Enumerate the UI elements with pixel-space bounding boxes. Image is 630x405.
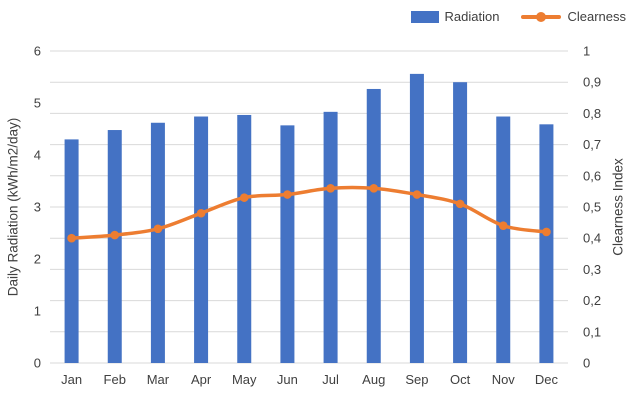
x-tick-label: Oct — [450, 372, 471, 387]
radiation-bar-nov — [496, 116, 511, 364]
clearness-marker-apr — [196, 208, 206, 218]
radiation-bar-jul — [323, 111, 338, 363]
x-tick-label: May — [232, 372, 257, 387]
left-tick-label: 3 — [34, 200, 41, 215]
radiation-bar-aug — [366, 88, 381, 364]
clearness-marker-jan — [67, 233, 76, 243]
clearness-marker-feb — [110, 230, 120, 240]
radiation-bar-feb — [107, 130, 122, 363]
right-tick-label: 0,4 — [583, 231, 601, 246]
chart-legend: Radiation Clearness — [410, 9, 626, 24]
clearness-line — [69, 185, 549, 240]
x-tick-label: Feb — [104, 372, 126, 387]
clearness-marker-sep — [412, 190, 422, 199]
right-axis-title: Clearness Index — [610, 158, 626, 256]
radiation-bar-dec — [539, 124, 554, 363]
left-tick-label: 0 — [34, 356, 41, 371]
x-tick-label: Aug — [362, 372, 385, 387]
clearness-marker-may — [239, 193, 249, 202]
clearness-marker-jul — [326, 183, 335, 193]
left-tick-label: 5 — [34, 96, 41, 111]
radiation-bar-mar — [150, 122, 165, 363]
line-marker-icon — [521, 11, 562, 22]
legend-item-radiation: Radiation — [410, 9, 500, 24]
x-tick-label: Dec — [535, 372, 559, 387]
right-tick-label: 0,5 — [583, 200, 601, 215]
right-tick-label: 0,9 — [583, 75, 601, 90]
x-tick-label: Nov — [492, 372, 516, 387]
radiation-bar-may — [237, 114, 252, 364]
left-tick-label: 1 — [34, 304, 41, 319]
radiation-bar-oct — [453, 82, 468, 363]
left-tick-label: 6 — [34, 44, 41, 59]
bar-swatch-icon — [410, 10, 439, 23]
x-tick-label: Sep — [405, 372, 428, 387]
x-tick-label: Mar — [147, 372, 170, 387]
x-tick-label: Jul — [322, 372, 339, 387]
legend-label-radiation: Radiation — [444, 9, 500, 24]
radiation-bar-sep — [409, 73, 424, 363]
radiation-bar-jun — [280, 125, 295, 363]
left-tick-label: 2 — [34, 252, 41, 267]
right-tick-label: 0,8 — [583, 106, 601, 121]
x-tick-label: Jan — [61, 372, 82, 387]
clearness-marker-mar — [153, 224, 163, 234]
legend-item-clearness: Clearness — [521, 9, 626, 24]
right-tick-label: 0,3 — [583, 262, 601, 277]
radiation-bar-jan — [64, 139, 79, 363]
right-tick-label: 0,6 — [583, 168, 601, 183]
right-tick-label: 0,1 — [583, 324, 601, 339]
clearness-marker-jun — [283, 190, 292, 199]
right-tick-label: 0,7 — [583, 137, 601, 152]
left-tick-label: 4 — [34, 148, 41, 163]
clearness-marker-dec — [542, 227, 551, 237]
right-tick-label: 1 — [583, 44, 590, 59]
clearness-marker-oct — [455, 199, 465, 209]
right-tick-label: 0,2 — [583, 293, 601, 308]
clearness-marker-aug — [369, 183, 379, 193]
right-tick-label: 0 — [583, 356, 590, 371]
legend-label-clearness: Clearness — [567, 9, 626, 24]
x-tick-label: Jun — [277, 372, 298, 387]
x-tick-label: Apr — [191, 372, 212, 387]
radiation-bar-apr — [194, 116, 209, 364]
left-axis-title: Daily Radiation (kWh/m2/day) — [5, 117, 21, 297]
clearness-marker-nov — [498, 221, 508, 231]
